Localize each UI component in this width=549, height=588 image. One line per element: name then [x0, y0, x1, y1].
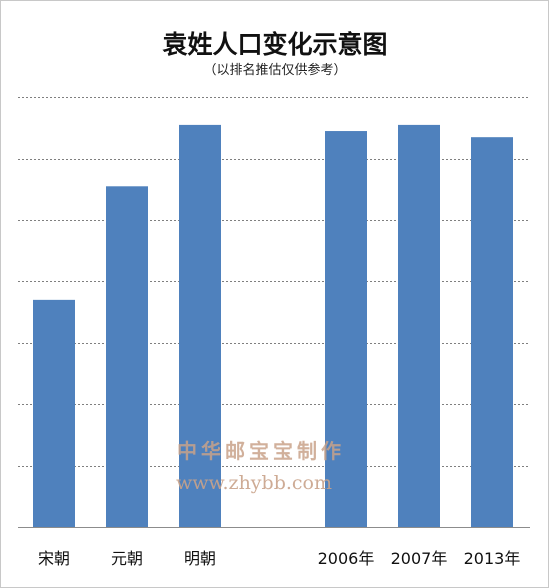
bar [398, 124, 440, 528]
bars [33, 124, 513, 528]
x-tick-label: 2013年 [464, 549, 521, 568]
bar [106, 186, 148, 527]
x-tick-label: 2007年 [391, 549, 448, 568]
bar [179, 124, 221, 528]
bar [33, 299, 75, 527]
x-tick-label: 明朝 [184, 549, 216, 568]
chart-title: 袁姓人口变化示意图 [161, 30, 387, 59]
x-tick-label: 元朝 [111, 549, 143, 568]
x-tick-labels: 宋朝 元朝 明朝 2006年 2007年 2013年 [38, 549, 520, 568]
watermark-url: www.zhybb.com [176, 472, 332, 494]
chart-subtitle: （以排名推估仅供参考） [203, 62, 346, 78]
watermark-text: 中华邮宝宝制作 [177, 439, 345, 463]
bar [325, 131, 367, 527]
x-tick-label: 宋朝 [38, 549, 70, 568]
x-tick-label: 2006年 [318, 549, 375, 568]
gridlines [18, 97, 530, 528]
bar [471, 137, 513, 528]
